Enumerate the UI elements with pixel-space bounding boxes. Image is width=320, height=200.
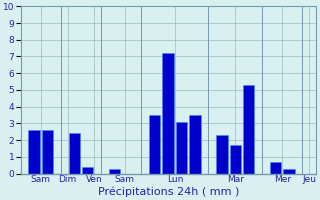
- Bar: [68, 133, 80, 174]
- Bar: [163, 53, 174, 174]
- X-axis label: Précipitations 24h ( mm ): Précipitations 24h ( mm ): [98, 187, 239, 197]
- Bar: [230, 145, 241, 174]
- Bar: [42, 130, 53, 174]
- Bar: [216, 135, 228, 174]
- Bar: [270, 162, 281, 174]
- Bar: [109, 169, 120, 174]
- Bar: [149, 115, 160, 174]
- Bar: [176, 122, 187, 174]
- Bar: [283, 169, 295, 174]
- Bar: [189, 115, 201, 174]
- Bar: [28, 130, 40, 174]
- Bar: [82, 167, 93, 174]
- Bar: [243, 85, 254, 174]
